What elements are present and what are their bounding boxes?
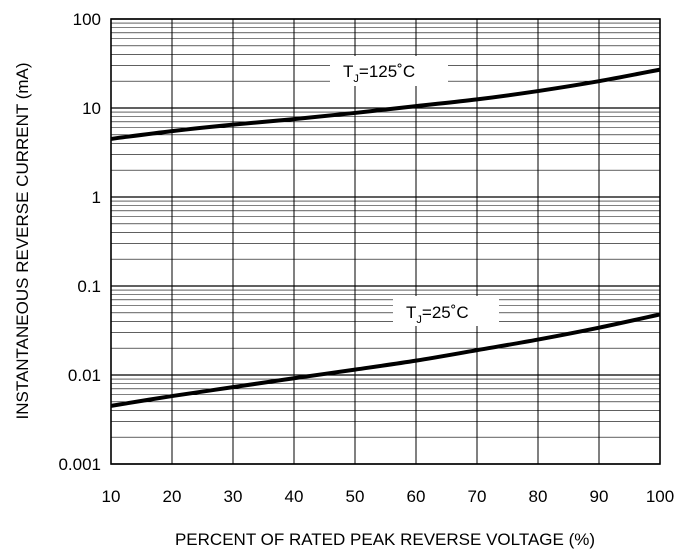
x-tick-label: 90 <box>590 487 609 506</box>
series-line-tj-125c <box>110 67 661 141</box>
annotation-rest: =25˚C <box>422 303 469 322</box>
annotation-subscript: J <box>353 73 359 85</box>
y-tick-label: 10 <box>82 99 101 118</box>
x-tick-label: 30 <box>224 487 243 506</box>
annotation-background <box>330 56 448 86</box>
y-tick-label: 0.1 <box>77 277 101 296</box>
x-tick-label: 20 <box>163 487 182 506</box>
x-tick-label: 80 <box>529 487 548 506</box>
x-tick-label: 10 <box>102 487 121 506</box>
annotation-main: T <box>343 62 353 81</box>
minor-gridlines <box>111 22 660 438</box>
x-tick-label: 40 <box>285 487 304 506</box>
series-line-tj-25c <box>110 312 661 408</box>
annotation-background <box>393 296 499 326</box>
y-tick-label: 0.001 <box>58 455 101 474</box>
x-tick-label: 50 <box>346 487 365 506</box>
annotation-layer: TJ=125˚CTJ=25˚C <box>330 56 499 326</box>
y-tick-labels: 0.001 0.01 0.1 1 10 100 <box>58 10 101 474</box>
annotation-rest: =125˚C <box>359 62 415 81</box>
plot-frame <box>110 18 661 465</box>
y-tick-label: 1 <box>92 188 101 207</box>
x-tick-label: 100 <box>646 487 674 506</box>
y-axis-title: INSTANTANEOUS REVERSE CURRENT (mA) <box>13 62 32 419</box>
x-tick-label: 70 <box>468 487 487 506</box>
series-layer <box>110 67 661 408</box>
y-tick-label: 0.01 <box>68 366 101 385</box>
x-axis-title: PERCENT OF RATED PEAK REVERSE VOLTAGE (%… <box>175 530 595 549</box>
annotation-tj-25c: TJ=25˚C <box>406 303 469 326</box>
annotation-main: T <box>406 303 416 322</box>
annotation-subscript: J <box>416 314 422 326</box>
annotation-tj-125c: TJ=125˚C <box>343 62 415 85</box>
x-tick-labels: 10 20 30 40 50 60 70 80 90 100 <box>102 487 675 506</box>
x-tick-label: 60 <box>407 487 426 506</box>
y-tick-label: 100 <box>73 10 101 29</box>
